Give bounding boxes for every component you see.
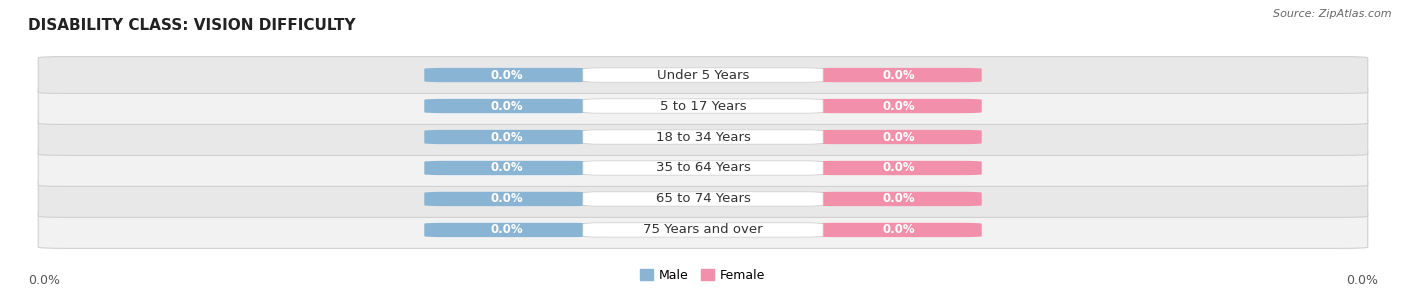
FancyBboxPatch shape xyxy=(583,99,823,113)
FancyBboxPatch shape xyxy=(425,68,591,82)
Text: 0.0%: 0.0% xyxy=(883,99,915,113)
Legend: Male, Female: Male, Female xyxy=(636,264,770,287)
Text: 0.0%: 0.0% xyxy=(883,69,915,81)
Text: 5 to 17 Years: 5 to 17 Years xyxy=(659,99,747,113)
Text: 35 to 64 Years: 35 to 64 Years xyxy=(655,161,751,174)
FancyBboxPatch shape xyxy=(583,161,823,175)
FancyBboxPatch shape xyxy=(583,192,823,206)
FancyBboxPatch shape xyxy=(815,68,981,82)
FancyBboxPatch shape xyxy=(38,57,1368,93)
FancyBboxPatch shape xyxy=(425,99,591,113)
Text: 0.0%: 0.0% xyxy=(491,192,523,206)
Text: 0.0%: 0.0% xyxy=(28,274,60,287)
Text: 0.0%: 0.0% xyxy=(883,131,915,144)
FancyBboxPatch shape xyxy=(583,130,823,144)
Text: 75 Years and over: 75 Years and over xyxy=(643,224,763,236)
Text: 0.0%: 0.0% xyxy=(491,224,523,236)
Text: 0.0%: 0.0% xyxy=(491,99,523,113)
FancyBboxPatch shape xyxy=(38,181,1368,217)
FancyBboxPatch shape xyxy=(38,88,1368,124)
FancyBboxPatch shape xyxy=(425,223,591,237)
FancyBboxPatch shape xyxy=(425,192,591,206)
Text: 0.0%: 0.0% xyxy=(491,131,523,144)
FancyBboxPatch shape xyxy=(583,68,823,82)
Text: 0.0%: 0.0% xyxy=(491,69,523,81)
FancyBboxPatch shape xyxy=(815,130,981,144)
Text: 0.0%: 0.0% xyxy=(1346,274,1378,287)
FancyBboxPatch shape xyxy=(583,223,823,237)
FancyBboxPatch shape xyxy=(815,99,981,113)
Text: 65 to 74 Years: 65 to 74 Years xyxy=(655,192,751,206)
Text: 0.0%: 0.0% xyxy=(883,161,915,174)
FancyBboxPatch shape xyxy=(815,223,981,237)
Text: Under 5 Years: Under 5 Years xyxy=(657,69,749,81)
FancyBboxPatch shape xyxy=(38,149,1368,186)
FancyBboxPatch shape xyxy=(38,212,1368,248)
Text: 0.0%: 0.0% xyxy=(883,192,915,206)
FancyBboxPatch shape xyxy=(815,161,981,175)
Text: 0.0%: 0.0% xyxy=(491,161,523,174)
FancyBboxPatch shape xyxy=(425,161,591,175)
Text: Source: ZipAtlas.com: Source: ZipAtlas.com xyxy=(1274,9,1392,19)
FancyBboxPatch shape xyxy=(425,130,591,144)
FancyBboxPatch shape xyxy=(815,192,981,206)
FancyBboxPatch shape xyxy=(38,119,1368,156)
Text: 18 to 34 Years: 18 to 34 Years xyxy=(655,131,751,144)
Text: 0.0%: 0.0% xyxy=(883,224,915,236)
Text: DISABILITY CLASS: VISION DIFFICULTY: DISABILITY CLASS: VISION DIFFICULTY xyxy=(28,18,356,33)
